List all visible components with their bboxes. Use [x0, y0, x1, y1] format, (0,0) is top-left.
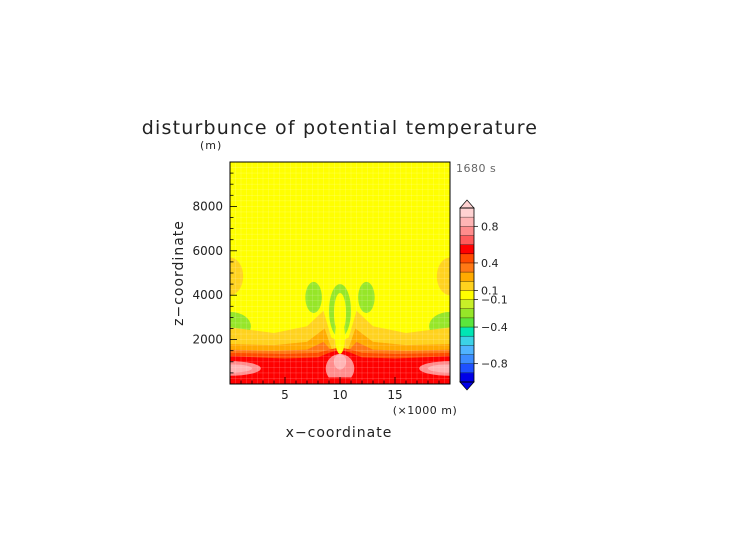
colorbar-band — [460, 354, 474, 364]
x-axis: 5 10 15 — [240, 377, 440, 402]
x-tick-label: 5 — [281, 388, 289, 402]
colorbar-band — [460, 235, 474, 245]
colorbar-tick-label: −0.1 — [481, 294, 508, 307]
y-tick-label: 2000 — [192, 333, 223, 347]
colorbar-band — [460, 299, 474, 310]
colorbar-band — [460, 272, 474, 282]
chart-title: disturbunce of potential temperature — [142, 117, 538, 139]
colorbar-band — [460, 327, 474, 337]
colorbar-band — [460, 290, 474, 300]
time-label: 1680 s — [456, 162, 496, 175]
field-region-central-column-core — [335, 318, 345, 355]
y-tick-label: 6000 — [192, 244, 223, 258]
x-tick-label: 15 — [387, 388, 402, 402]
contour-field — [230, 162, 450, 384]
colorbar: 0.8 0.4 0.1−0.1 −0.4 −0.8 — [459, 199, 508, 391]
colorbar-band — [460, 217, 474, 227]
colorbar-band — [460, 317, 474, 328]
colorbar-band — [460, 308, 474, 319]
colorbar-tick-label: −0.8 — [481, 358, 508, 371]
colorbar-band — [460, 253, 474, 264]
x-tick-label: 10 — [332, 388, 347, 402]
colorbar-frame — [459, 207, 475, 383]
field-region-upper-left-lobe — [230, 257, 244, 296]
colorbar-band — [460, 363, 474, 374]
x-axis-label: x−coordinate — [286, 425, 393, 441]
y-tick-label: 8000 — [192, 199, 223, 213]
grid — [230, 162, 450, 384]
field-region-left-plume-cool — [305, 281, 322, 313]
colorbar-band — [460, 336, 474, 346]
y-axis-label: z−coordinate — [171, 220, 187, 326]
field-hotspot-right-band-core — [428, 364, 450, 373]
x-unit-label: (×1000 m) — [393, 404, 458, 417]
colorbar-band — [460, 208, 474, 218]
colorbar-tick-label: −0.4 — [481, 321, 508, 334]
field-hotspot-left-band-core — [230, 364, 252, 373]
colorbar-over-arrow — [459, 199, 475, 209]
field-region-right-plume-cool — [358, 281, 375, 313]
colorbar-band — [460, 281, 474, 291]
colorbar-band — [460, 372, 474, 383]
y-unit-label: (m) — [200, 139, 222, 152]
colorbar-tick-label: 0.8 — [481, 220, 499, 233]
field-hotspot-central-dome-core — [333, 354, 347, 370]
y-axis: 2000 4000 6000 8000 — [192, 172, 237, 374]
y-tick-label: 4000 — [192, 288, 223, 302]
colorbar-band — [460, 244, 474, 255]
colorbar-under-arrow — [459, 381, 475, 391]
field-region-upper-right-lobe — [436, 257, 450, 296]
colorbar-band — [460, 226, 474, 236]
colorbar-tick-label: 0.4 — [481, 257, 499, 270]
colorbar-band — [460, 345, 474, 355]
colorbar-tick-label: 0.1 — [481, 284, 499, 297]
colorbar-band — [460, 262, 474, 273]
